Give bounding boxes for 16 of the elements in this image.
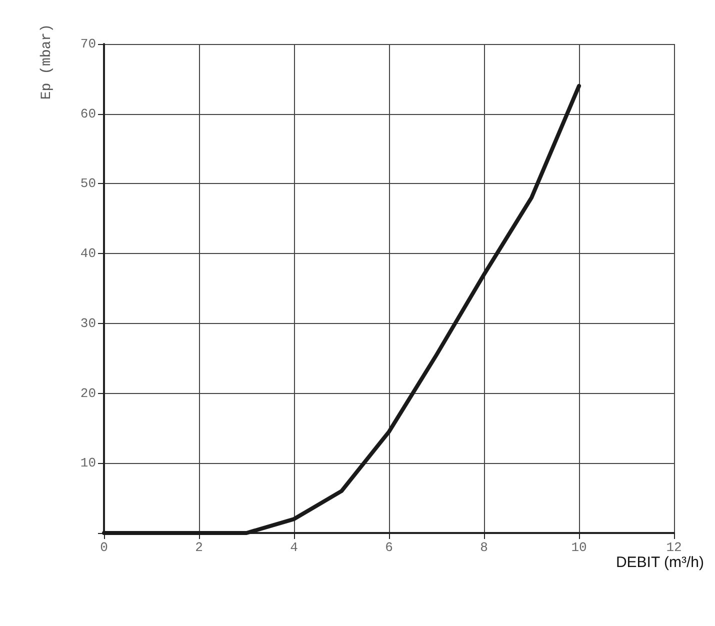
- y-tick-label: 10: [80, 456, 96, 471]
- x-tick-label: 12: [666, 540, 682, 555]
- x-tick-label: 0: [100, 540, 108, 555]
- x-tick-label: 4: [290, 540, 298, 555]
- y-tick-label: 20: [80, 386, 96, 401]
- y-tick-label: 50: [80, 176, 96, 192]
- y-tick-label: 60: [80, 106, 96, 122]
- x-tick-label: 8: [480, 540, 488, 555]
- x-tick-label: 2: [195, 540, 203, 555]
- x-tick-label: 10: [571, 540, 587, 555]
- y-axis-title: Ep (mbar): [39, 24, 55, 100]
- y-tick-label: 40: [80, 246, 96, 262]
- y-tick-label: 30: [80, 316, 96, 331]
- x-tick-label: 6: [385, 540, 393, 555]
- x-axis-title: DEBIT (m³/h): [616, 554, 704, 571]
- y-tick-label: 70: [80, 36, 96, 52]
